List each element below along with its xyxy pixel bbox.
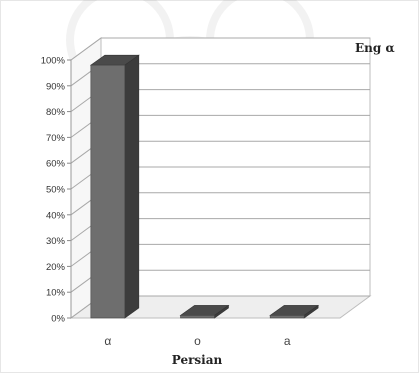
y-tick-label: 40% — [46, 210, 66, 221]
legend-series-label: Eng α — [355, 41, 395, 55]
y-tick-label: 80% — [46, 107, 66, 118]
y-tick-label: 50% — [46, 185, 66, 196]
x-tick-label: a — [284, 334, 291, 348]
bars — [89, 54, 320, 319]
bar — [89, 54, 140, 319]
y-tick-label: 70% — [46, 133, 66, 144]
y-tick-label: 0% — [51, 314, 65, 325]
y-tick-label: 10% — [46, 288, 66, 299]
y-tick-label: 90% — [46, 81, 66, 92]
bar — [269, 304, 320, 319]
y-tick-label: 100% — [41, 56, 66, 67]
gridline — [70, 37, 102, 61]
bar-side-face — [124, 54, 140, 319]
x-tick-label: o — [194, 334, 201, 348]
bar — [179, 304, 230, 319]
y-tick-label: 30% — [46, 236, 66, 247]
y-tick-label: 60% — [46, 159, 66, 170]
y-axis-ticks: 0% 10% 20% 30% 40% 50% 60% 70% 80% 90% 100% — [41, 56, 72, 325]
y-tick-label: 20% — [46, 262, 66, 273]
x-axis-label: Persian — [172, 353, 223, 367]
x-tick-label: α — [104, 334, 111, 348]
bar-front-face — [180, 315, 215, 319]
bar-front-face — [90, 64, 126, 319]
bar-front-face — [269, 315, 305, 319]
